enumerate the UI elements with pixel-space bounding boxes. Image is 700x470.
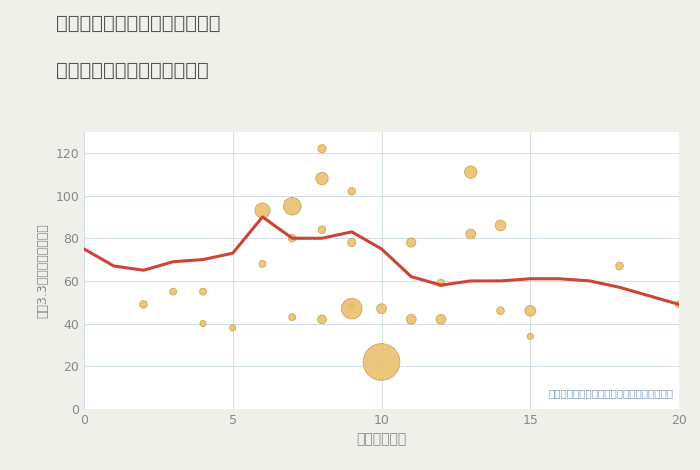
Point (495, 222, 506, 229)
Point (525, 307, 536, 314)
Point (465, 230, 476, 238)
Point (197, 288, 209, 295)
Point (257, 260, 268, 267)
Point (287, 313, 298, 321)
Point (346, 303, 357, 310)
Text: 駅距離別中古マンション価格: 駅距離別中古マンション価格 (56, 61, 209, 80)
Point (316, 315, 328, 323)
Point (287, 203, 298, 210)
Point (257, 207, 268, 214)
Point (495, 307, 506, 314)
Point (316, 226, 328, 234)
Point (227, 324, 238, 332)
Point (168, 288, 179, 295)
Point (376, 358, 387, 366)
Text: 愛知県稲沢市祖父江町拾町野の: 愛知県稲沢市祖父江町拾町野の (56, 14, 220, 33)
Point (525, 333, 536, 340)
Text: 円の大きさは、取引のあった物件面積を示す: 円の大きさは、取引のあった物件面積を示す (548, 388, 673, 398)
Point (406, 239, 417, 246)
Point (346, 305, 357, 313)
Point (406, 315, 417, 323)
Point (673, 301, 685, 308)
Point (435, 315, 447, 323)
Point (376, 305, 387, 313)
Point (316, 145, 328, 152)
Point (614, 262, 625, 270)
Point (287, 235, 298, 242)
Point (316, 175, 328, 182)
Point (138, 301, 149, 308)
X-axis label: 駅距離（分）: 駅距離（分） (356, 432, 407, 446)
Point (197, 320, 209, 327)
Point (346, 188, 357, 195)
Point (346, 239, 357, 246)
Y-axis label: 坪（3.3㎡）単価（万円）: 坪（3.3㎡）単価（万円） (36, 223, 50, 318)
Point (435, 279, 447, 287)
Point (465, 168, 476, 176)
